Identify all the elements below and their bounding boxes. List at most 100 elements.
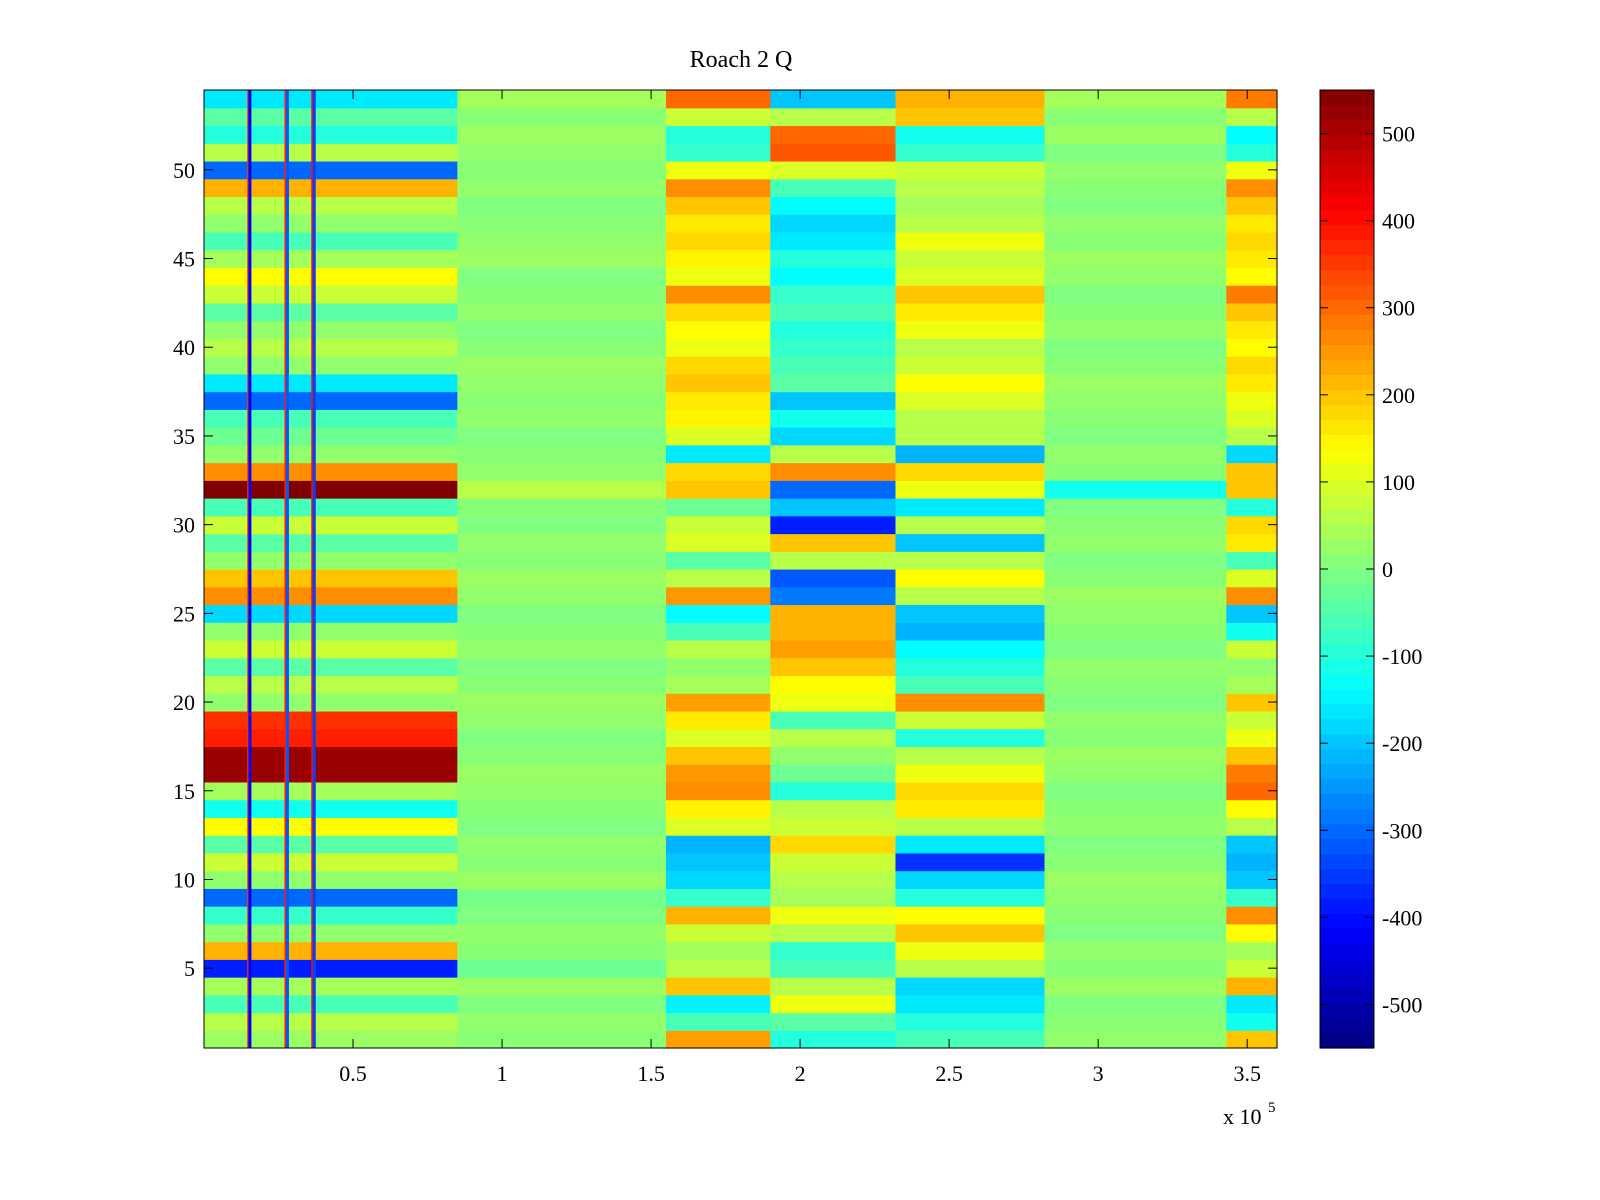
heatmap-cell	[770, 1030, 897, 1049]
colorbar-step	[1320, 344, 1374, 361]
heatmap-cell	[204, 160, 458, 180]
heatmap-cell	[1044, 781, 1227, 801]
heatmap-streak	[285, 90, 289, 1048]
heatmap-cell	[1226, 639, 1278, 659]
heatmap-cell	[457, 90, 667, 109]
heatmap-cell	[1044, 870, 1227, 889]
heatmap-cell	[457, 941, 667, 960]
heatmap-cell	[895, 160, 1046, 180]
y-tick-label: 50	[173, 158, 195, 183]
colorbar-step	[1320, 194, 1374, 211]
heatmap-cell	[770, 781, 897, 801]
heatmap-cell	[665, 906, 771, 925]
y-tick-label: 30	[173, 513, 195, 538]
heatmap-cell	[1226, 1012, 1278, 1031]
heatmap-cell	[1226, 498, 1278, 517]
heatmap-cell	[770, 356, 897, 375]
heatmap-cell	[665, 569, 771, 588]
colorbar-step	[1320, 389, 1374, 405]
heatmap-cell	[204, 178, 458, 198]
heatmap-cell	[457, 923, 667, 943]
heatmap-streaks	[247, 90, 316, 1048]
heatmap-cell	[1226, 533, 1278, 552]
heatmap-cell	[1226, 160, 1278, 180]
heatmap-cell	[895, 569, 1046, 588]
y-tick-label: 25	[173, 601, 195, 626]
heatmap-cell	[665, 817, 771, 836]
heatmap-cell	[665, 231, 771, 251]
heatmap-cell	[457, 160, 667, 180]
heatmap-cell	[1044, 923, 1227, 943]
heatmap-cell	[457, 906, 667, 925]
heatmap-cell	[1226, 285, 1278, 304]
heatmap-cell	[665, 764, 771, 783]
heatmap-cell	[665, 551, 771, 570]
colorbar-step	[1320, 748, 1374, 765]
heatmap-cell	[895, 320, 1046, 339]
colorbar-step	[1320, 539, 1374, 555]
heatmap-cell	[1044, 959, 1227, 978]
colorbar-tick-label: 300	[1382, 296, 1415, 321]
heatmap-cell	[770, 746, 897, 765]
heatmap-cell	[457, 977, 667, 996]
plot-frame	[203, 89, 1278, 1049]
heatmap-cell	[665, 462, 771, 481]
heatmap-cell	[1044, 551, 1227, 570]
colorbar-step	[1320, 598, 1374, 615]
heatmap-cell	[665, 480, 771, 499]
heatmap-cell	[1226, 728, 1278, 748]
heatmap-cell	[204, 444, 458, 464]
heatmap-cell	[204, 639, 458, 659]
heatmap-cell	[1044, 480, 1227, 499]
heatmap-cell	[204, 249, 458, 269]
heatmap-cell	[457, 604, 667, 623]
heatmap-cell	[895, 90, 1046, 109]
colorbar-step	[1320, 778, 1374, 795]
heatmap-cell	[770, 994, 897, 1014]
heatmap-cell	[457, 391, 667, 410]
heatmap-cell	[1226, 622, 1278, 641]
colorbar-step	[1320, 164, 1374, 181]
heatmap-cell	[457, 533, 667, 552]
heatmap-cell	[895, 710, 1046, 730]
colorbar-step	[1320, 703, 1374, 720]
heatmap-cell	[895, 870, 1046, 889]
heatmap-cell	[1044, 267, 1227, 286]
heatmap-cell	[770, 444, 897, 464]
heatmap-cell	[895, 338, 1046, 357]
heatmap-cell	[204, 977, 458, 996]
heatmap-cell	[204, 143, 458, 162]
heatmap-cell	[1226, 107, 1278, 127]
heatmap-cell	[1044, 391, 1227, 410]
heatmap-cell	[895, 107, 1046, 127]
heatmap-cell	[1044, 231, 1227, 251]
heatmap-cell	[1044, 1030, 1227, 1049]
heatmap-cell	[204, 835, 458, 854]
heatmap-cell	[770, 675, 897, 694]
heatmap-cell	[457, 693, 667, 712]
heatmap-cell	[204, 622, 458, 641]
heatmap-cell	[1044, 427, 1227, 446]
heatmap-cell	[1226, 196, 1278, 215]
heatmap-cell	[895, 356, 1046, 375]
heatmap-cell	[895, 941, 1046, 960]
colorbar-step	[1320, 868, 1374, 884]
heatmap-cell	[204, 480, 458, 499]
heatmap-cell	[457, 178, 667, 198]
x-exponent-label: x 10	[1223, 1104, 1262, 1129]
heatmap-cell	[665, 373, 771, 393]
heatmap-cell	[457, 231, 667, 251]
heatmap-cell	[457, 994, 667, 1014]
heatmap-cell	[204, 320, 458, 339]
heatmap-cell	[204, 781, 458, 801]
heatmap-cell	[1044, 214, 1227, 233]
colorbar-step	[1320, 434, 1374, 450]
heatmap-cell	[770, 870, 897, 889]
colorbar-step	[1320, 449, 1374, 465]
colorbar-step	[1320, 613, 1374, 630]
heatmap-cell	[1226, 994, 1278, 1014]
heatmap-cell	[895, 693, 1046, 712]
heatmap-cell	[1226, 781, 1278, 801]
colorbar-step	[1320, 479, 1374, 495]
heatmap-cell	[770, 178, 897, 198]
